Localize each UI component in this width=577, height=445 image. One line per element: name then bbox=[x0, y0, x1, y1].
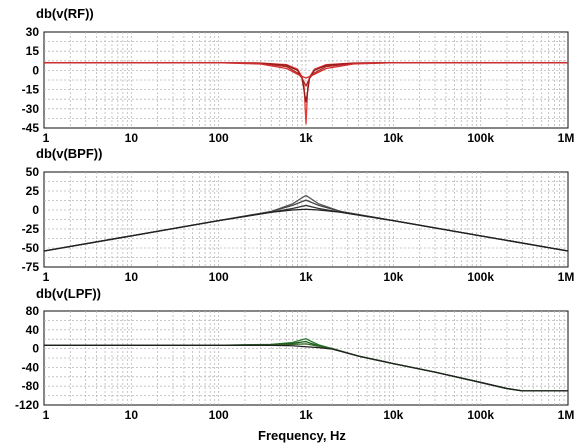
x-tick-label: 10k bbox=[383, 131, 403, 145]
x-tick-label: 100 bbox=[209, 270, 229, 284]
chart-panel-3: db(v(LPF)) 80 40 0 -40 -80 -120 1 10 100 1k 10k 100k… bbox=[15, 286, 574, 443]
x-tick-label: 100k bbox=[467, 270, 494, 284]
y-tick-label: -45 bbox=[22, 121, 40, 135]
x-tick-label: 100 bbox=[209, 131, 229, 145]
chart-panel-1: db(v(RF)) 30 15 0 -15 -30 -451 10 100 1k 10k 100k 1M bbox=[22, 6, 575, 145]
y-tick-label: 0 bbox=[32, 203, 39, 217]
y-tick-label: 0 bbox=[32, 342, 39, 356]
y-tick-label: -75 bbox=[22, 260, 40, 274]
y-tick-label: -15 bbox=[22, 83, 40, 97]
x-tick-label: 100k bbox=[467, 131, 494, 145]
x-tick-label: 10 bbox=[125, 131, 139, 145]
x-tick-label: 10k bbox=[383, 408, 403, 422]
x-tick-label: 10k bbox=[383, 270, 403, 284]
y-tick-label: 30 bbox=[26, 25, 40, 39]
x-tick-label: 100k bbox=[467, 408, 494, 422]
x-tick-label: 1 bbox=[43, 408, 50, 422]
series-line-4 bbox=[44, 62, 568, 79]
x-tick-label: 1k bbox=[299, 131, 313, 145]
x-tick-label: 100 bbox=[209, 408, 229, 422]
chart-panel-2: db(v(BPF)) 50 25 0 -25 -50 -751 10 100 1k 10k 100k 1… bbox=[22, 146, 575, 284]
y-tick-label: -40 bbox=[22, 360, 40, 374]
x-tick-label: 1k bbox=[299, 270, 313, 284]
x-tick-label: 1M bbox=[558, 131, 575, 145]
panel-title: db(v(BPF)) bbox=[36, 146, 102, 161]
x-tick-label: 1 bbox=[43, 131, 50, 145]
series-line-4 bbox=[44, 208, 568, 252]
y-tick-label: 0 bbox=[32, 63, 39, 77]
series-line-4 bbox=[44, 344, 568, 392]
x-tick-label: 10 bbox=[125, 270, 139, 284]
y-tick-label: -120 bbox=[15, 398, 39, 412]
y-tick-label: 40 bbox=[26, 323, 40, 337]
panel-title: db(v(RF)) bbox=[36, 6, 94, 21]
y-tick-label: -50 bbox=[22, 241, 40, 255]
y-tick-label: -25 bbox=[22, 222, 40, 236]
y-tick-label: 80 bbox=[26, 304, 40, 318]
y-tick-label: -30 bbox=[22, 102, 40, 116]
x-axis-label: Frequency, Hz bbox=[258, 428, 346, 443]
y-tick-label: 50 bbox=[26, 165, 40, 179]
x-tick-label: 1M bbox=[558, 270, 575, 284]
x-tick-label: 1 bbox=[43, 270, 50, 284]
x-tick-label: 1k bbox=[299, 408, 313, 422]
panel-title: db(v(LPF)) bbox=[36, 286, 101, 301]
y-tick-label: 25 bbox=[26, 184, 40, 198]
x-tick-label: 10 bbox=[125, 408, 139, 422]
y-tick-label: -80 bbox=[22, 379, 40, 393]
x-tick-label: 1M bbox=[558, 408, 575, 422]
y-tick-label: 15 bbox=[26, 44, 40, 58]
